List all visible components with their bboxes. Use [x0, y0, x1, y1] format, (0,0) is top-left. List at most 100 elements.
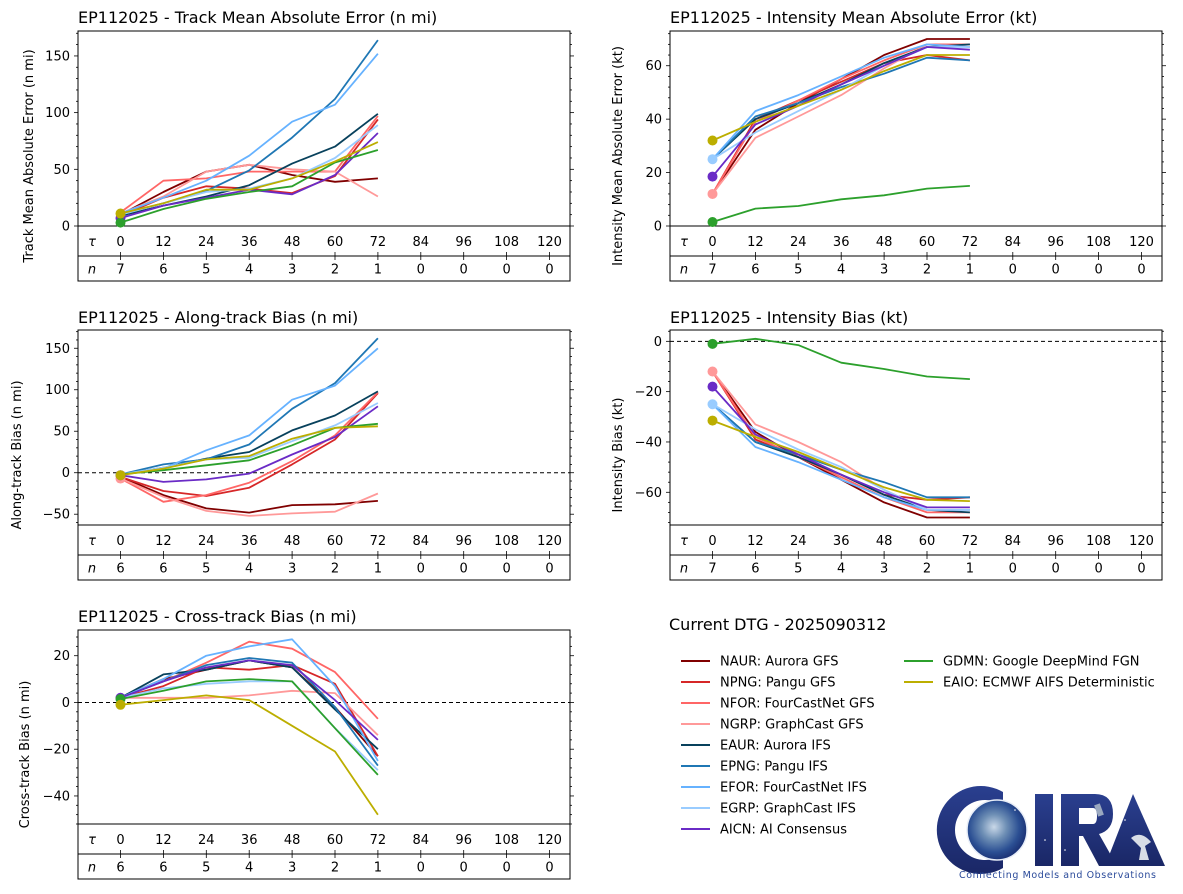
tau-tick-label: 84 — [413, 833, 430, 848]
y-tick-label: 40 — [645, 113, 662, 128]
series-line-naur — [120, 476, 378, 514]
logo-letter-i — [1035, 794, 1053, 866]
legend-item-egrp: EGRP: GraphCast IFS — [681, 802, 856, 817]
n-count-label: 4 — [837, 263, 845, 278]
y-tick-label: 0 — [654, 220, 662, 235]
series-marker-eaio — [707, 135, 718, 146]
chart-title: EP112025 - Along-track Bias (n mi) — [78, 308, 358, 327]
tau-tick-label: 108 — [494, 534, 519, 549]
n-count-label: 3 — [880, 263, 888, 278]
n-count-label: 4 — [245, 263, 253, 278]
n-count-label: 7 — [708, 562, 716, 577]
legend-item-eaur: EAUR: Aurora IFS — [681, 739, 831, 754]
legend-item-epng: EPNG: Pangu IFS — [681, 760, 828, 775]
tau-tick-label: 36 — [241, 833, 258, 848]
tau-tick-label: 12 — [155, 833, 172, 848]
series-marker-ngrp — [707, 188, 718, 199]
series-marker-gdmn — [115, 217, 126, 228]
tau-tick-label: 108 — [494, 833, 519, 848]
tau-row-label: τ — [88, 235, 96, 250]
along-track-bias-panel: EP112025 - Along-track Bias (n mi) Along-… — [10, 308, 574, 581]
tau-row-label: τ — [88, 833, 96, 848]
tau-tick-label: 48 — [284, 833, 301, 848]
y-tick-label: 60 — [645, 59, 662, 74]
tau-tick-label: 60 — [327, 534, 344, 549]
series-line-naur — [711, 370, 970, 519]
n-count-label: 1 — [966, 263, 974, 278]
legend-label: EFOR: FourCastNet IFS — [720, 781, 867, 796]
n-count-label: 6 — [159, 861, 167, 876]
y-axis-label: Cross-track Bias (n mi) — [18, 681, 33, 829]
tau-tick-label: 120 — [537, 534, 562, 549]
tau-tick-label: 84 — [1005, 235, 1022, 250]
series-marker-eaio — [115, 208, 126, 219]
logo-caption: Connecting Models and Observations — [959, 870, 1157, 881]
n-count-label: 0 — [417, 562, 425, 577]
series-marker-egrp — [707, 154, 718, 165]
y-axis-label: Intensity Mean Absolute Error (kt) — [611, 46, 626, 266]
series-line-aicn — [120, 659, 379, 741]
n-count-label: 0 — [1009, 263, 1017, 278]
n-count-label: 5 — [202, 263, 210, 278]
tau-tick-label: 48 — [284, 534, 301, 549]
n-count-label: 0 — [1009, 562, 1017, 577]
series-line-efor — [120, 53, 379, 215]
tau-tick-label: 36 — [241, 235, 258, 250]
tau-tick-label: 60 — [919, 534, 936, 549]
series-line-ngrp — [711, 370, 970, 511]
tau-tick-label: 108 — [494, 235, 519, 250]
n-count-label: 2 — [331, 562, 339, 577]
n-count-label: 0 — [460, 861, 468, 876]
n-count-label: 5 — [794, 562, 802, 577]
n-count-label: 1 — [374, 861, 382, 876]
n-count-label: 5 — [202, 861, 210, 876]
cira-logo: Connecting Models and Observations — [936, 786, 1165, 881]
chart-title: EP112025 - Cross-track Bias (n mi) — [78, 607, 357, 626]
tau-tick-label: 48 — [876, 534, 893, 549]
series-line-nfor — [711, 43, 970, 195]
y-tick-label: 0 — [62, 220, 70, 235]
n-count-label: 6 — [116, 562, 124, 577]
tau-tick-label: 96 — [455, 833, 472, 848]
tau-tick-label: 0 — [708, 534, 716, 549]
tau-tick-label: 108 — [1086, 235, 1111, 250]
series-line-npng — [120, 664, 379, 757]
legend-item-aicn: AICN: AI Consensus — [681, 823, 847, 838]
y-axis-label: Along-track Bias (n mi) — [10, 380, 25, 529]
n-row-label: n — [88, 861, 96, 876]
legend-item-efor: EFOR: FourCastNet IFS — [681, 781, 867, 796]
legend-label: NGRP: GraphCast GFS — [720, 718, 864, 733]
tau-tick-label: 84 — [413, 534, 430, 549]
n-row-label: n — [680, 562, 688, 577]
legend-label: EAIO: ECMWF AIFS Deterministic — [943, 676, 1155, 691]
tau-tick-label: 84 — [1005, 534, 1022, 549]
y-tick-label: 20 — [53, 649, 70, 664]
y-tick-label: 100 — [45, 106, 70, 121]
tau-tick-label: 72 — [962, 235, 979, 250]
tau-tick-label: 36 — [241, 534, 258, 549]
n-count-label: 0 — [545, 861, 553, 876]
y-axis-label: Track Mean Absolute Error (n mi) — [22, 49, 37, 263]
series-line-eaio — [712, 419, 970, 502]
chart-title: EP112025 - Intensity Bias (kt) — [670, 308, 908, 327]
n-count-label: 6 — [159, 263, 167, 278]
n-count-label: 6 — [751, 263, 759, 278]
n-count-label: 2 — [331, 263, 339, 278]
tau-tick-label: 0 — [116, 534, 124, 549]
plot-frame — [77, 629, 571, 880]
legend-label: EAUR: Aurora IFS — [720, 739, 831, 754]
n-count-label: 0 — [460, 263, 468, 278]
series-line-gdmn — [120, 678, 379, 776]
tau-tick-label: 24 — [198, 235, 215, 250]
legend-item-nfor: NFOR: FourCastNet GFS — [681, 697, 875, 712]
n-row-label: n — [680, 263, 688, 278]
tau-tick-label: 120 — [1129, 235, 1154, 250]
n-count-label: 0 — [1137, 263, 1145, 278]
tau-tick-label: 72 — [370, 534, 387, 549]
n-count-label: 0 — [460, 562, 468, 577]
series-line-aicn — [711, 385, 970, 509]
tau-tick-label: 36 — [833, 534, 850, 549]
legend: NAUR: Aurora GFS NPNG: Pangu GFS NFOR: Fou… — [681, 655, 1155, 838]
series-line-efor — [711, 43, 970, 160]
